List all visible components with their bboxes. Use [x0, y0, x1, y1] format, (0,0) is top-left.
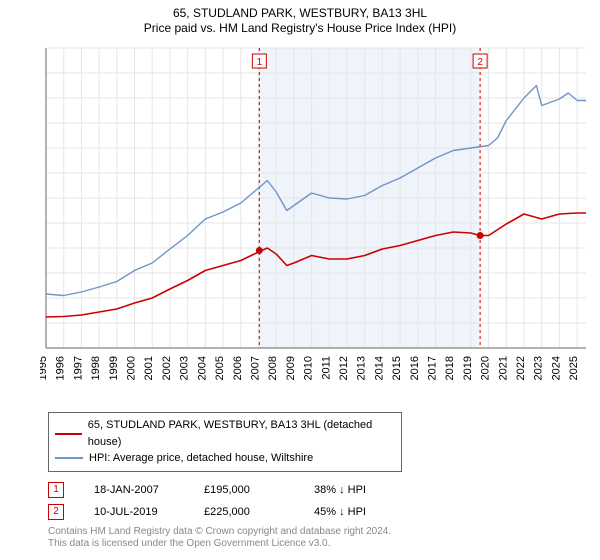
x-tick-label: 2021: [497, 356, 509, 380]
x-tick-label: 2020: [480, 356, 492, 380]
y-tick-label: £600K: [40, 43, 41, 55]
legend-label: 65, STUDLAND PARK, WESTBURY, BA13 3HL (d…: [88, 417, 395, 450]
sale-row-price: £195,000: [204, 484, 284, 496]
x-tick-label: 2006: [232, 356, 244, 380]
attribution-line-2: This data is licensed under the Open Gov…: [48, 538, 600, 551]
x-tick-label: 2017: [427, 356, 439, 380]
y-tick-label: £400K: [40, 143, 41, 155]
attribution: Contains HM Land Registry data © Crown c…: [48, 526, 600, 551]
x-tick-label: 2007: [249, 356, 261, 380]
x-tick-label: 2015: [391, 356, 403, 380]
sale-row-date: 18-JAN-2007: [94, 484, 174, 496]
y-tick-label: £100K: [40, 293, 41, 305]
x-tick-label: 2002: [161, 356, 173, 380]
sale-row-date: 10-JUL-2019: [94, 506, 174, 518]
x-tick-label: 2008: [267, 356, 279, 380]
y-tick-label: £150K: [40, 268, 41, 280]
sale-marker-badge: 1: [252, 54, 266, 68]
legend-swatch: [55, 433, 82, 435]
x-tick-label: 2009: [285, 356, 297, 380]
x-tick-label: 1995: [40, 356, 49, 380]
y-tick-label: £250K: [40, 218, 41, 230]
x-tick-label: 2000: [126, 356, 138, 380]
sale-marker-table: 1 18-JAN-2007 £195,000 38% ↓ HPI 2 10-JUL-201…: [48, 482, 600, 520]
svg-text:1: 1: [257, 57, 263, 68]
x-tick-label: 2003: [179, 356, 191, 380]
x-tick-label: 2018: [444, 356, 456, 380]
x-tick-label: 2004: [196, 356, 208, 380]
sale-row-badge: 2: [48, 504, 64, 520]
x-tick-label: 1999: [108, 356, 120, 380]
y-tick-label: £300K: [40, 193, 41, 205]
svg-text:2: 2: [477, 57, 483, 68]
legend: 65, STUDLAND PARK, WESTBURY, BA13 3HL (d…: [48, 412, 402, 472]
sale-row: 2 10-JUL-2019 £225,000 45% ↓ HPI: [48, 504, 600, 520]
x-tick-label: 2014: [373, 356, 385, 380]
sale-row-delta: 45% ↓ HPI: [314, 506, 394, 518]
x-tick-label: 2025: [568, 356, 580, 380]
x-tick-label: 2023: [533, 356, 545, 380]
x-tick-label: 1997: [72, 356, 84, 380]
y-tick-label: £450K: [40, 118, 41, 130]
x-tick-label: 2010: [303, 356, 315, 380]
legend-item: HPI: Average price, detached house, Wilt…: [55, 450, 395, 467]
y-tick-label: £200K: [40, 243, 41, 255]
attribution-line-1: Contains HM Land Registry data © Crown c…: [48, 526, 600, 539]
sale-row: 1 18-JAN-2007 £195,000 38% ↓ HPI: [48, 482, 600, 498]
x-tick-label: 2013: [356, 356, 368, 380]
x-tick-label: 2011: [320, 356, 332, 380]
x-tick-label: 2024: [550, 356, 562, 380]
y-tick-label: £50K: [40, 318, 41, 330]
x-tick-label: 2019: [462, 356, 474, 380]
x-tick-label: 1996: [55, 356, 67, 380]
y-tick-label: £550K: [40, 68, 41, 80]
sale-marker-badge: 2: [473, 54, 487, 68]
x-tick-label: 1998: [90, 356, 102, 380]
sale-row-badge: 1: [48, 482, 64, 498]
x-tick-label: 2001: [143, 356, 155, 380]
legend-item: 65, STUDLAND PARK, WESTBURY, BA13 3HL (d…: [55, 417, 395, 450]
sale-row-delta: 38% ↓ HPI: [314, 484, 394, 496]
y-tick-label: £350K: [40, 168, 41, 180]
line-chart: £0£50K£100K£150K£200K£250K£300K£350K£400…: [40, 42, 600, 404]
legend-label: HPI: Average price, detached house, Wilt…: [89, 450, 313, 467]
legend-swatch: [55, 457, 83, 459]
x-tick-label: 2016: [409, 356, 421, 380]
x-tick-label: 2005: [214, 356, 226, 380]
chart-area: £0£50K£100K£150K£200K£250K£300K£350K£400…: [40, 42, 600, 404]
y-tick-label: £500K: [40, 93, 41, 105]
chart-title: 65, STUDLAND PARK, WESTBURY, BA13 3HL: [0, 0, 600, 21]
x-tick-label: 2022: [515, 356, 527, 380]
x-tick-label: 2012: [338, 356, 350, 380]
sale-row-price: £225,000: [204, 506, 284, 518]
chart-subtitle: Price paid vs. HM Land Registry's House …: [0, 21, 600, 38]
